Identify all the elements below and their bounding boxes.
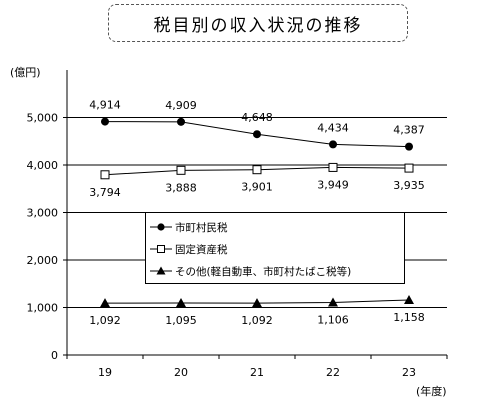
data-label: 1,158	[393, 311, 425, 324]
data-point	[329, 140, 337, 149]
data-label: 4,387	[393, 124, 425, 137]
legend-label: 市町村民税	[175, 221, 228, 234]
x-tick-label: 19	[98, 366, 112, 379]
data-point	[177, 117, 185, 126]
data-label: 4,648	[241, 111, 273, 124]
legend-swatch-filled-circle	[150, 223, 172, 231]
data-point	[100, 170, 110, 180]
y-tick-label: 1,000	[27, 302, 59, 315]
legend-item-municipal-tax: 市町村民税	[150, 216, 400, 238]
x-tick-label: 23	[402, 366, 416, 379]
data-point	[404, 163, 414, 173]
legend-swatch-open-square	[150, 245, 172, 253]
x-tick-label: 20	[174, 366, 188, 379]
data-label: 3,949	[317, 178, 349, 191]
data-label: 3,794	[89, 186, 121, 199]
data-point	[101, 117, 109, 126]
y-tick-label: 2,000	[27, 254, 59, 267]
legend-label: 固定資産税	[175, 243, 228, 256]
data-point	[404, 294, 414, 304]
data-label: 3,901	[241, 181, 273, 194]
data-label: 1,092	[89, 314, 121, 327]
data-point	[176, 297, 186, 307]
data-point	[252, 165, 262, 175]
data-label: 4,909	[165, 99, 197, 112]
y-tick-label: 0	[51, 349, 58, 362]
chart-title: 税目別の収入状況の推移	[153, 15, 363, 36]
data-label: 4,434	[317, 121, 349, 134]
data-point	[100, 298, 110, 308]
legend-item-property-tax: 固定資産税	[150, 238, 400, 260]
data-label: 1,095	[165, 314, 197, 327]
data-point	[253, 130, 261, 139]
data-label: 1,092	[241, 314, 273, 327]
data-point	[252, 298, 262, 308]
y-tick-label: 4,000	[27, 159, 59, 172]
chart-title-box: 税目別の収入状況の推移	[108, 4, 408, 42]
y-axis-unit: (億円)	[10, 66, 41, 79]
data-label: 3,935	[393, 179, 425, 192]
legend: 市町村民税 固定資産税 その他(軽自動車、市町村たばこ税等)	[145, 212, 405, 284]
x-tick-label: 22	[326, 366, 340, 379]
data-label: 3,888	[165, 181, 197, 194]
legend-swatch-filled-triangle	[150, 266, 172, 275]
data-point	[328, 297, 338, 307]
legend-item-other: その他(軽自動車、市町村たばこ税等)	[150, 260, 400, 282]
data-point	[176, 165, 186, 175]
x-tick-label: 21	[250, 366, 264, 379]
data-point	[405, 142, 413, 151]
data-label: 4,914	[89, 99, 121, 112]
x-axis-unit: (年度)	[416, 385, 447, 398]
y-tick-label: 3,000	[27, 207, 59, 220]
y-tick-label: 5,000	[27, 112, 59, 125]
data-point	[328, 162, 338, 172]
legend-label: その他(軽自動車、市町村たばこ税等)	[175, 265, 352, 278]
data-label: 1,106	[317, 313, 349, 326]
